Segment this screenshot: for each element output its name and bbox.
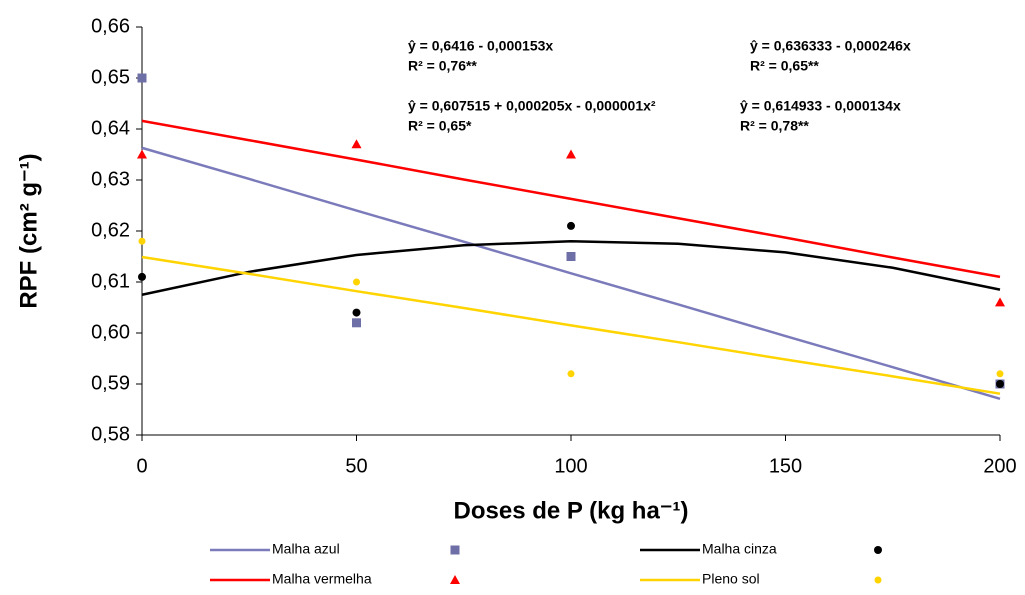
data-point (566, 149, 576, 159)
data-point (137, 73, 147, 83)
x-tick-label: 0 (136, 455, 147, 477)
equation: ŷ = 0,6416 - 0,000153x (408, 38, 553, 54)
data-point (138, 237, 146, 245)
legend-marker (874, 546, 882, 554)
y-tick-label: 0,66 (91, 15, 130, 37)
legend-label: Malha azul (272, 541, 340, 557)
legend-marker (450, 575, 460, 584)
legend-marker (450, 545, 460, 555)
x-axis-title: Doses de P (kg ha⁻¹) (454, 497, 689, 524)
legend-marker (874, 576, 882, 584)
data-point (138, 272, 146, 281)
data-point (352, 308, 361, 317)
fit-line (141, 255, 1001, 395)
y-tick-label: 0,62 (91, 219, 130, 241)
fit-line (141, 239, 1001, 296)
y-tick-label: 0,63 (91, 168, 130, 190)
x-tick-label: 150 (769, 455, 802, 477)
x-tick-label: 100 (554, 455, 587, 477)
y-tick-label: 0,65 (91, 66, 130, 88)
data-point (996, 370, 1004, 378)
x-tick-label: 50 (345, 455, 367, 477)
data-point (352, 318, 361, 328)
y-tick-label: 0,61 (91, 270, 130, 292)
equation: ŷ = 0,636333 - 0,000246x (750, 38, 911, 54)
data-point (996, 380, 1004, 388)
y-tick-label: 0,58 (91, 423, 130, 445)
data-point (567, 370, 575, 378)
equation: ŷ = 0,614933 - 0,000134x (740, 98, 901, 114)
data-point (353, 278, 360, 286)
fit-line (141, 146, 1001, 400)
y-tick-label: 0,59 (91, 372, 130, 394)
y-tick-label: 0,60 (91, 321, 130, 343)
data-point (995, 297, 1005, 307)
data-point (567, 221, 575, 230)
fit-line (141, 119, 1001, 279)
y-tick-label: 0,64 (91, 117, 130, 139)
equation: R² = 0,76** (408, 58, 477, 74)
data-point (137, 149, 147, 159)
data-point (351, 139, 362, 149)
data-point (566, 252, 576, 261)
equation: R² = 0,78** (740, 118, 809, 134)
legend-label: Pleno sol (702, 571, 760, 587)
legend-label: Malha cinza (702, 541, 777, 557)
legend-label: Malha vermelha (272, 571, 372, 587)
x-tick-label: 200 (983, 455, 1016, 477)
equation: R² = 0,65* (408, 118, 472, 134)
equation: R² = 0,65** (750, 58, 819, 74)
y-axis-title: RPF (cm² g⁻¹) (15, 153, 42, 308)
equation: ŷ = 0,607515 + 0,000205x - 0,000001x² (408, 98, 656, 114)
